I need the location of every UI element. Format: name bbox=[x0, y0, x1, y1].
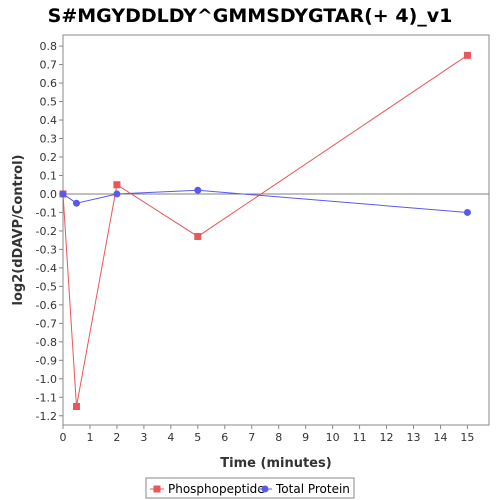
x-tick-label: 8 bbox=[275, 431, 282, 444]
x-tick-label: 9 bbox=[302, 431, 309, 444]
y-tick-label: -0.5 bbox=[36, 280, 57, 293]
x-tick-label: 10 bbox=[326, 431, 340, 444]
y-tick-label: -0.6 bbox=[36, 299, 57, 312]
x-tick-label: 12 bbox=[380, 431, 394, 444]
y-tick-label: 0.3 bbox=[40, 133, 58, 146]
y-tick-label: -0.4 bbox=[36, 262, 57, 275]
chart-title: S#MGYDDLDY^GMMSDYGTAR(+ 4)_v1 bbox=[48, 5, 453, 27]
total-protein-point bbox=[113, 190, 121, 198]
phosphopeptide-point bbox=[72, 403, 80, 411]
x-tick-label: 4 bbox=[167, 431, 174, 444]
x-tick-label: 3 bbox=[140, 431, 147, 444]
y-tick-label: 0.1 bbox=[40, 169, 58, 182]
y-tick-label: -0.1 bbox=[36, 206, 57, 219]
x-tick-label: 13 bbox=[407, 431, 421, 444]
y-tick-label: -0.2 bbox=[36, 225, 57, 238]
y-tick-label: 0.7 bbox=[40, 59, 58, 72]
x-tick-label: 1 bbox=[86, 431, 93, 444]
x-tick-label: 5 bbox=[194, 431, 201, 444]
legend-phosphopeptide-marker bbox=[153, 485, 161, 493]
y-tick-label: 0.5 bbox=[40, 96, 58, 109]
y-tick-label: -1.2 bbox=[36, 410, 57, 423]
total-protein-point bbox=[59, 190, 67, 198]
phosphopeptide-point bbox=[194, 232, 202, 240]
total-protein-point bbox=[72, 199, 80, 207]
y-tick-label: 0.4 bbox=[40, 114, 58, 127]
legend-total-protein-marker bbox=[261, 485, 269, 493]
total-protein-point bbox=[194, 186, 202, 194]
y-tick-label: 0.0 bbox=[40, 188, 58, 201]
y-tick-label: 0.2 bbox=[40, 151, 58, 164]
series-layer bbox=[59, 51, 471, 411]
plot-area bbox=[62, 34, 490, 426]
x-tick-label: 7 bbox=[248, 431, 255, 444]
x-axis: 0 1 2 3 4 5 6 7 8 9 10 11 12 13 14 15 bbox=[60, 425, 474, 444]
y-tick-label: -0.9 bbox=[36, 354, 57, 367]
legend-phosphopeptide-label: Phosphopeptide bbox=[168, 482, 265, 496]
phosphopeptide-point bbox=[463, 51, 471, 59]
x-axis-title: Time (minutes) bbox=[220, 456, 331, 471]
phosphopeptide-point bbox=[113, 181, 121, 189]
x-tick-label: 15 bbox=[460, 431, 474, 444]
total-protein-point bbox=[463, 208, 471, 216]
y-axis: 0.8 0.7 0.6 0.5 0.4 0.3 0.2 0.1 0.0 -0.1 -0.2 -0.3 -… bbox=[36, 40, 63, 423]
y-tick-label: -0.7 bbox=[36, 317, 57, 330]
x-tick-label: 11 bbox=[353, 431, 367, 444]
x-tick-label: 14 bbox=[433, 431, 447, 444]
x-tick-label: 0 bbox=[60, 431, 67, 444]
legend-total-protein-label: Total Protein bbox=[275, 482, 350, 496]
y-tick-label: 0.8 bbox=[40, 40, 58, 53]
y-tick-label: -1.1 bbox=[36, 391, 57, 404]
y-tick-label: -1.0 bbox=[36, 373, 57, 386]
y-axis-title: log2(dDAVP/Control) bbox=[11, 155, 26, 306]
y-tick-label: -0.3 bbox=[36, 243, 57, 256]
legend: Phosphopeptide Total Protein bbox=[145, 477, 355, 499]
legend-box bbox=[145, 477, 355, 499]
x-tick-label: 6 bbox=[221, 431, 228, 444]
x-tick-label: 2 bbox=[113, 431, 120, 444]
y-tick-label: 0.6 bbox=[40, 77, 58, 90]
y-tick-label: -0.8 bbox=[36, 336, 57, 349]
